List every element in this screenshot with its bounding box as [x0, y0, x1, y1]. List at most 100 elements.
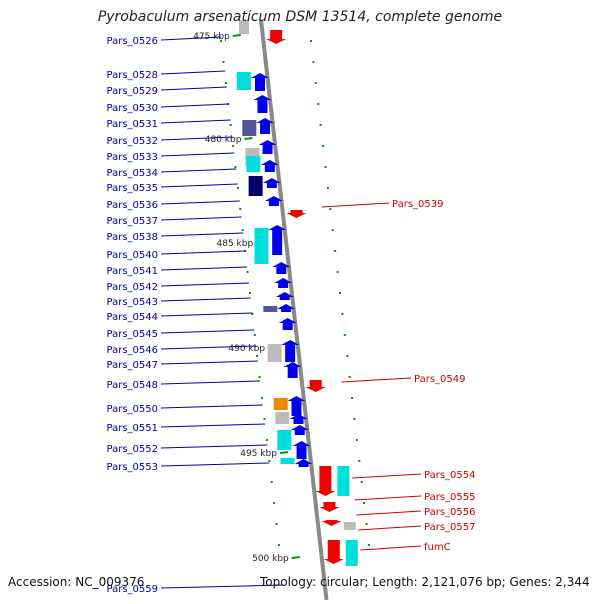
forward-gene-label: Pars_0559: [107, 584, 158, 595]
reverse-gene-arrow: [266, 30, 287, 44]
tick-dot: [234, 166, 237, 168]
tick-dot: [338, 292, 341, 294]
tick-dot: [351, 397, 354, 399]
tick-dot: [275, 523, 278, 525]
tick-dot: [239, 208, 242, 210]
forward-gene-leader: [160, 152, 235, 157]
reverse-gene-label: Pars_0557: [424, 522, 475, 533]
forward-gene-label: Pars_0528: [107, 70, 158, 81]
forward-gene-label: Pars_0538: [107, 232, 158, 243]
tick-dot: [336, 271, 339, 273]
reverse-gene-leader: [321, 202, 390, 208]
forward-gene-leader: [160, 297, 251, 302]
reverse-gene-leader: [354, 495, 422, 501]
tick-dot: [220, 40, 222, 42]
forward-gene-leader: [160, 216, 242, 221]
forward-gene-arrow: [277, 304, 296, 312]
forward-gene-label: Pars_0526: [107, 36, 158, 47]
tick-dot: [355, 439, 358, 441]
tick-dot: [358, 460, 361, 462]
reverse-gene-label: Pars_0556: [424, 507, 475, 518]
tick-dot: [229, 124, 232, 126]
tick-dot: [222, 61, 225, 63]
tick-dot: [268, 460, 271, 462]
forward-gene-arrow: [289, 414, 308, 424]
tick-dot: [258, 376, 261, 378]
scale-label: 490 kbp: [228, 344, 265, 354]
tick-dot: [346, 355, 349, 357]
tick-dot: [343, 334, 346, 336]
forward-gene-label: Pars_0544: [107, 312, 158, 323]
reverse-gene-label: Pars_0554: [424, 470, 475, 481]
forward-gene-label: Pars_0553: [107, 462, 158, 473]
forward-gene-arrow: [278, 318, 297, 330]
forward-gene-leader: [160, 444, 268, 449]
forward-gene-arrow: [290, 425, 309, 435]
tick-dot: [353, 418, 356, 420]
forward-gene-label: Pars_0548: [107, 380, 158, 391]
forward-gene-arrow: [253, 95, 272, 113]
tick-dot: [360, 481, 363, 483]
reverse-gene-arrow: [315, 466, 336, 496]
forward-gene-label: Pars_0547: [107, 360, 158, 371]
forward-gene-leader: [160, 329, 255, 334]
forward-gene-label: Pars_0543: [107, 297, 158, 308]
forward-gene-leader: [160, 360, 258, 365]
forward-gene-leader: [160, 200, 240, 205]
forward-gene-arrow: [250, 73, 269, 91]
tick-dot: [319, 124, 322, 126]
reverse-gene-arrow: [319, 502, 340, 512]
forward-gene-arrow: [256, 118, 275, 134]
tick-dot: [329, 208, 332, 210]
reverse-gene-label: Pars_0539: [392, 199, 443, 210]
tick-dot: [246, 271, 249, 273]
forward-gene-label: Pars_0536: [107, 200, 158, 211]
reverse-gene-leader: [352, 473, 422, 479]
forward-gene-leader: [160, 462, 270, 467]
forward-gene-label: Pars_0546: [107, 345, 158, 356]
tick-dot: [224, 82, 227, 84]
feature-box: [337, 466, 350, 496]
forward-gene-leader: [160, 584, 284, 589]
tick-dot: [317, 103, 320, 105]
forward-gene-label: Pars_0535: [107, 183, 158, 194]
forward-gene-leader: [160, 70, 226, 75]
forward-gene-leader: [160, 312, 253, 317]
feature-box: [239, 20, 249, 34]
reverse-gene-arrow: [323, 540, 344, 564]
forward-gene-label: Pars_0534: [107, 168, 158, 179]
tick-dot: [314, 82, 317, 84]
forward-gene-label: Pars_0533: [107, 152, 158, 163]
forward-gene-label: Pars_0529: [107, 86, 158, 97]
forward-gene-leader: [160, 136, 233, 141]
scale-label: 480 kbp: [205, 135, 242, 145]
forward-gene-arrow: [272, 262, 291, 274]
tick-dot: [251, 313, 254, 315]
tick-dot: [334, 250, 337, 252]
forward-gene-arrow: [262, 178, 281, 188]
accession-text: Accession: NC_009376: [8, 575, 145, 589]
forward-gene-arrow: [264, 196, 283, 206]
scale-label: 485 kbp: [217, 239, 254, 249]
feature-box: [242, 120, 257, 136]
forward-gene-label: Pars_0532: [107, 136, 158, 147]
forward-gene-arrow: [274, 278, 293, 288]
forward-gene-leader: [160, 380, 261, 385]
forward-gene-arrow: [281, 340, 300, 362]
feature-box: [246, 156, 261, 172]
tick-dot: [256, 355, 259, 357]
forward-gene-leader: [160, 119, 231, 124]
feature-box: [277, 430, 292, 450]
feature-box: [263, 306, 278, 312]
reverse-gene-leader: [358, 525, 422, 531]
reverse-gene-arrow: [286, 210, 307, 218]
forward-gene-label: Pars_0542: [107, 282, 158, 293]
scale-tick: [291, 556, 300, 559]
tick-dot: [236, 187, 239, 189]
tick-dot: [310, 40, 312, 42]
reverse-gene-label: Pars_0555: [424, 492, 475, 503]
forward-gene-leader: [160, 404, 263, 409]
forward-gene-leader: [160, 423, 266, 428]
forward-gene-leader: [160, 168, 237, 173]
